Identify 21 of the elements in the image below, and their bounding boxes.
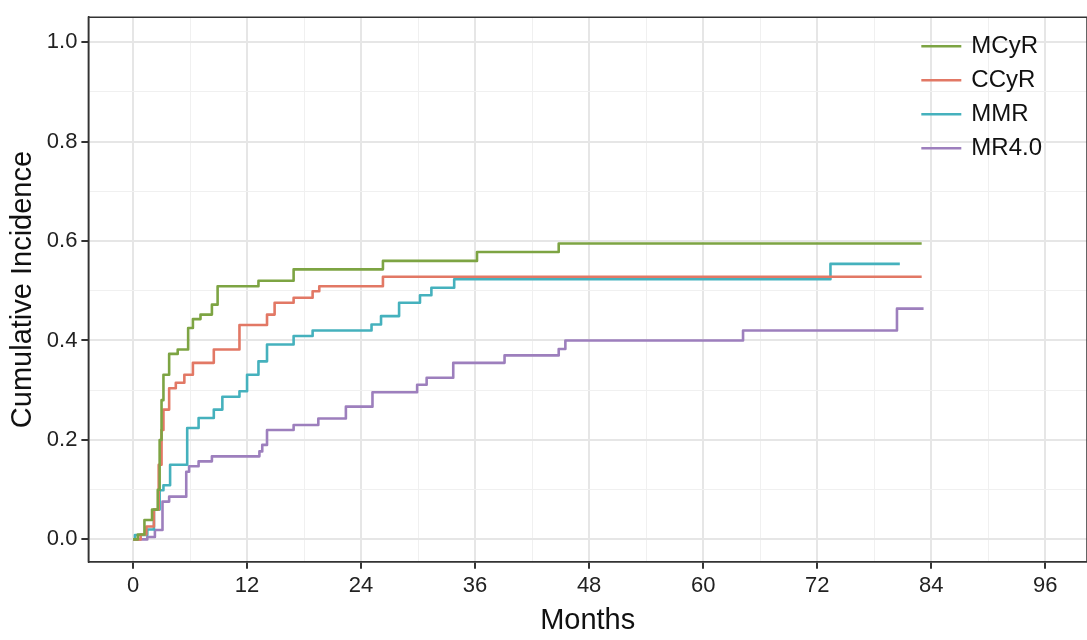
legend-label: MCyR	[971, 30, 1038, 58]
y-tick-label: 0.2	[46, 426, 78, 452]
x-tick-label: 60	[690, 572, 716, 598]
x-axis-title: Months	[540, 602, 636, 635]
x-tick-label: 0	[126, 572, 140, 598]
x-tick-label: 36	[462, 572, 488, 598]
y-tick-label: 0.6	[46, 227, 78, 253]
x-tick-label: 48	[576, 572, 602, 598]
legend-label: CCyR	[971, 64, 1036, 92]
y-tick-label: 1.0	[46, 28, 78, 54]
y-tick-label: 0.8	[46, 127, 78, 153]
y-axis-title: Cumulative Incidence	[5, 150, 38, 429]
x-tick-label: 72	[804, 572, 830, 598]
legend-label: MR4.0	[971, 132, 1042, 160]
x-tick-label: 12	[234, 572, 260, 598]
legend-label: MMR	[971, 98, 1029, 126]
x-tick-label: 24	[348, 572, 374, 598]
x-tick-label: 96	[1032, 572, 1058, 598]
x-tick-label: 84	[918, 572, 944, 598]
y-tick-label: 0.0	[46, 525, 78, 551]
y-tick-label: 0.4	[46, 326, 78, 352]
